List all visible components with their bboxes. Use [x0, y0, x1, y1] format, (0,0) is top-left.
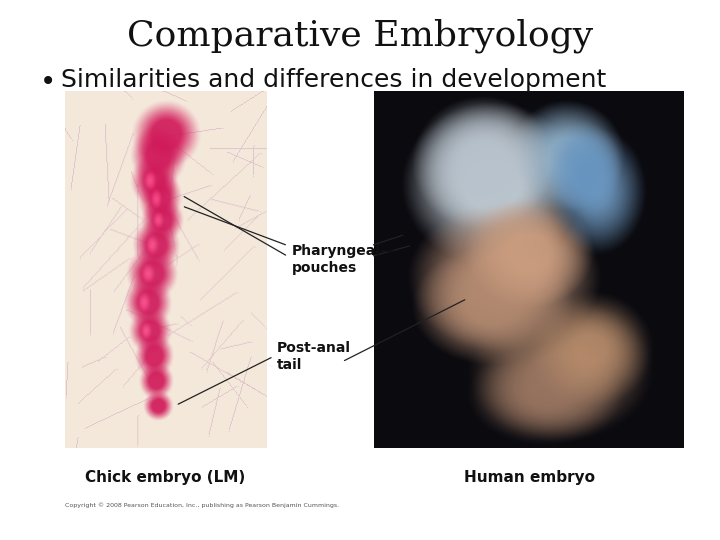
Text: Chick embryo (LM): Chick embryo (LM)	[86, 470, 246, 485]
Text: •: •	[40, 68, 56, 96]
Text: Copyright © 2008 Pearson Education, Inc., publishing as Pearson Benjamin Cumming: Copyright © 2008 Pearson Education, Inc.…	[65, 502, 339, 508]
Text: Human embryo: Human embryo	[464, 470, 595, 485]
Text: Comparative Embryology: Comparative Embryology	[127, 19, 593, 53]
Text: Pharyngeal—
pouches: Pharyngeal— pouches	[292, 244, 395, 275]
Text: Post-anal
tail: Post-anal tail	[277, 341, 351, 372]
Text: Similarities and differences in development: Similarities and differences in developm…	[61, 68, 606, 91]
